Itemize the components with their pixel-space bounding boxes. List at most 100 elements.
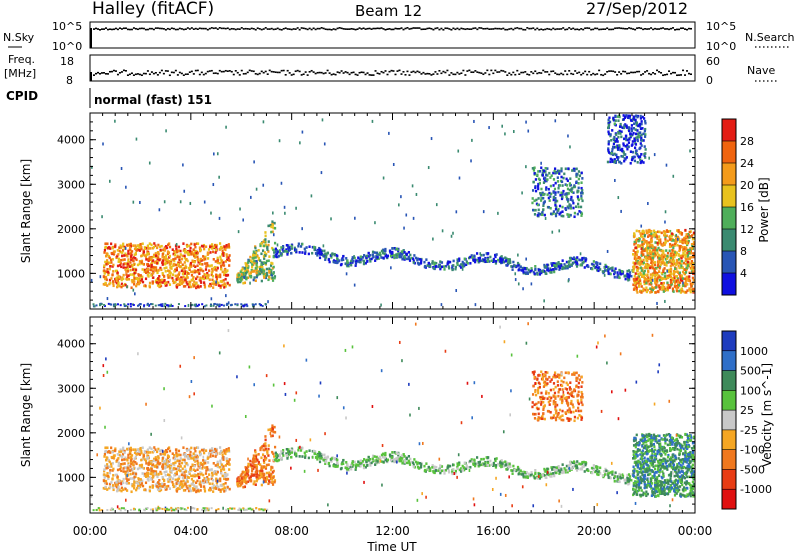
heatmap-cell xyxy=(222,254,225,257)
heatmap-cell xyxy=(671,251,674,255)
heatmap-cell xyxy=(202,481,205,485)
heatmap-cell xyxy=(536,214,539,217)
heatmap-cell xyxy=(117,281,120,285)
trace-point xyxy=(648,72,651,75)
heatmap-cell xyxy=(146,468,150,472)
heatmap-cell xyxy=(275,255,278,259)
heatmap-cell xyxy=(277,254,280,258)
heatmap-cell xyxy=(164,458,168,462)
trace-point xyxy=(440,72,443,75)
heatmap-cell xyxy=(154,254,158,258)
heatmap-cell xyxy=(237,230,240,234)
heatmap-cell xyxy=(561,192,564,195)
heatmap-cell xyxy=(688,288,691,292)
trace-point xyxy=(308,27,311,30)
heatmap-cell xyxy=(644,288,647,292)
heatmap-cell xyxy=(550,268,553,272)
heatmap-cell xyxy=(138,262,141,266)
heatmap-cell xyxy=(106,262,109,265)
trace-point xyxy=(518,27,521,30)
heatmap-cell xyxy=(172,462,175,465)
trace-point xyxy=(152,72,155,75)
heatmap-cell xyxy=(647,266,650,269)
heatmap-cell xyxy=(169,478,172,482)
trace-point xyxy=(116,28,119,31)
trace-point xyxy=(422,71,425,74)
heatmap-cell xyxy=(546,178,549,181)
heatmap-cell xyxy=(139,245,142,248)
trace-point xyxy=(494,27,497,30)
heatmap-cell xyxy=(254,251,258,254)
heatmap-cell xyxy=(662,230,666,233)
heatmap-cell xyxy=(260,263,263,266)
beam-title: Beam 12 xyxy=(355,2,422,20)
trace-point xyxy=(488,28,491,30)
heatmap-cell xyxy=(194,304,197,307)
nsky-trace xyxy=(90,27,693,48)
heatmap-cell xyxy=(653,267,656,271)
heatmap-cell xyxy=(279,254,282,257)
heatmap-cell xyxy=(127,277,131,281)
heatmap-cell xyxy=(125,481,128,485)
nave-label: Nave xyxy=(747,64,775,77)
heatmap-cell xyxy=(617,131,620,135)
heatmap-cell xyxy=(121,244,125,248)
trace-point xyxy=(542,28,545,31)
heatmap-cell xyxy=(140,482,144,485)
heatmap-cell xyxy=(654,274,657,278)
heatmap-cell xyxy=(606,249,609,253)
freq-trace xyxy=(90,69,693,81)
heatmap-cell xyxy=(622,143,625,147)
trace-point xyxy=(144,72,147,75)
heatmap-cell xyxy=(472,258,475,262)
trace-point xyxy=(256,27,259,30)
heatmap-cell xyxy=(674,251,677,254)
trace-point xyxy=(220,27,223,30)
heatmap-cell xyxy=(336,261,338,265)
heatmap-cell xyxy=(638,135,641,139)
heatmap-cell xyxy=(104,281,107,285)
trace-point xyxy=(592,28,595,31)
heatmap-cell xyxy=(271,224,274,227)
heatmap-cell xyxy=(154,261,157,264)
heatmap-cell xyxy=(611,266,614,270)
heatmap-cell xyxy=(130,483,133,486)
trace-point xyxy=(280,28,283,31)
heatmap-cell xyxy=(587,265,590,269)
trace-point xyxy=(428,72,431,75)
heatmap-cell xyxy=(429,265,432,268)
heatmap-cell xyxy=(661,286,664,290)
heatmap-cell xyxy=(420,259,423,262)
heatmap-cell xyxy=(262,240,265,244)
heatmap-cell xyxy=(649,266,652,270)
heatmap-cell xyxy=(156,475,159,479)
heatmap-cell xyxy=(127,453,130,457)
heatmap-cell xyxy=(245,277,248,281)
heatmap-cell xyxy=(193,243,196,246)
heatmap-cell xyxy=(455,289,458,293)
heatmap-cell xyxy=(647,279,650,283)
heatmap-cell xyxy=(636,115,639,119)
heatmap-cell xyxy=(119,448,122,452)
heatmap-cell xyxy=(492,257,495,261)
heatmap-cell xyxy=(163,278,166,282)
trace-point xyxy=(132,27,135,29)
heatmap-cell xyxy=(225,457,228,460)
heatmap-cell xyxy=(509,261,512,264)
heatmap-cell xyxy=(492,260,495,263)
heatmap-cell xyxy=(555,262,558,265)
heatmap-cell xyxy=(556,176,559,179)
heatmap-cell xyxy=(649,281,653,285)
heatmap-cell xyxy=(185,447,189,451)
heatmap-cell xyxy=(625,136,628,140)
heatmap-cell xyxy=(204,255,207,259)
heatmap-cell xyxy=(251,263,254,266)
heatmap-cell xyxy=(177,303,180,306)
heatmap-cell xyxy=(116,458,119,462)
heatmap-cell xyxy=(252,254,255,257)
heatmap-cell xyxy=(191,277,195,281)
heatmap-cell xyxy=(115,279,118,283)
heatmap-cell xyxy=(123,247,126,250)
heatmap-cell xyxy=(541,210,544,214)
heatmap-cell xyxy=(158,245,161,249)
